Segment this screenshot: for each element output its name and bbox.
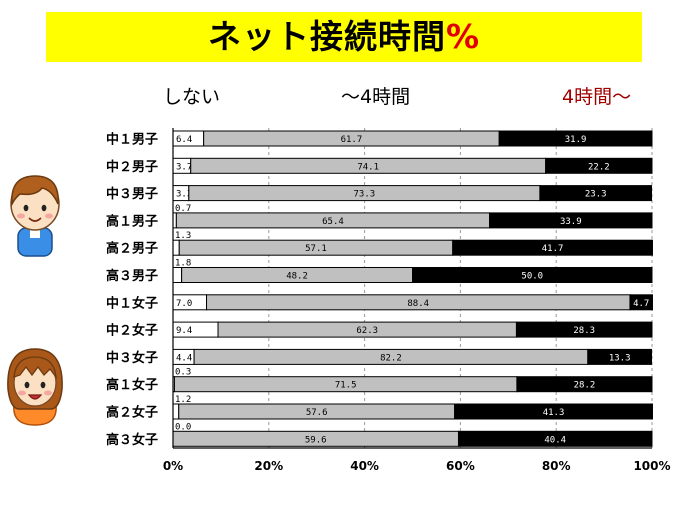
category-label: 中３男子	[106, 186, 158, 202]
x-tick-label: 80%	[542, 459, 571, 473]
bar-segment	[172, 403, 180, 420]
bar-segment	[629, 294, 653, 311]
category-label: 高３女子	[106, 432, 158, 448]
x-tick-label: 60%	[446, 459, 475, 473]
bar-segment	[489, 212, 653, 229]
category-label: 高１男子	[106, 213, 158, 229]
data-label: 1.2	[175, 395, 191, 405]
bar-segment	[457, 430, 653, 447]
data-label: 62.3	[356, 326, 378, 336]
bar-segment	[516, 376, 653, 393]
category-label: 高２男子	[106, 241, 158, 257]
data-label: 48.2	[286, 272, 308, 282]
girl-face-icon	[7, 348, 63, 426]
x-tick-label: 40%	[350, 459, 379, 473]
category-label: 中２男子	[106, 159, 158, 175]
data-label: 0.0	[175, 422, 191, 432]
category-label: 高２女子	[106, 405, 158, 421]
data-label: 31.9	[565, 135, 587, 145]
data-label: 28.2	[574, 381, 596, 391]
category-label: 中１男子	[106, 132, 158, 148]
title-band: ネット接続時間%	[46, 12, 642, 62]
x-tick-label: 100%	[633, 459, 670, 473]
category-label: 高１女子	[106, 377, 158, 393]
data-label: 41.7	[542, 244, 564, 254]
data-label: 82.2	[380, 353, 402, 363]
category-label: 中２女子	[106, 323, 158, 339]
data-label: 28.3	[573, 326, 595, 336]
legend-over-4h: 4時間〜	[562, 86, 632, 108]
bar-segment	[587, 348, 653, 365]
data-label: 1.8	[175, 259, 191, 269]
data-label: 74.1	[357, 162, 379, 172]
chart-title: ネット接続時間%	[46, 12, 642, 62]
data-label: 41.3	[543, 408, 565, 418]
data-label: 0.3	[175, 368, 191, 378]
data-label: 0.7	[175, 204, 191, 214]
bar-segment	[515, 321, 653, 338]
bar-segment	[498, 130, 653, 147]
chart-title-percent: %	[445, 17, 481, 56]
data-label: 57.6	[306, 408, 328, 418]
data-label: 3.7	[176, 162, 192, 172]
data-label: 33.9	[560, 217, 582, 227]
x-tick-label: 0%	[163, 459, 183, 473]
bar-segment	[172, 239, 180, 256]
data-label: 1.3	[175, 231, 191, 241]
data-label: 73.3	[354, 190, 376, 200]
bar-segment	[172, 267, 183, 283]
boy-face-icon	[10, 175, 60, 257]
bar-segment	[454, 403, 653, 420]
data-label: 40.4	[544, 435, 566, 445]
data-label: 65.4	[322, 217, 344, 227]
data-label: 4.7	[633, 299, 649, 309]
data-label: 71.5	[335, 381, 357, 391]
data-label: 3.3	[176, 190, 192, 200]
data-label: 57.1	[305, 244, 327, 254]
data-label: 13.3	[609, 353, 631, 363]
data-label: 4.4	[176, 353, 192, 363]
data-label: 23.3	[585, 190, 607, 200]
x-tick-label: 20%	[254, 459, 283, 473]
bar-segment	[412, 267, 653, 283]
data-label: 59.6	[305, 435, 327, 445]
bar-segment	[545, 157, 653, 174]
data-label: 61.7	[341, 135, 363, 145]
legend-under-4h: 〜4時間	[341, 86, 411, 108]
data-label: 88.4	[407, 299, 429, 309]
data-label: 7.0	[176, 299, 192, 309]
category-label: 中１女子	[106, 295, 158, 311]
category-label: 中３女子	[106, 350, 158, 366]
data-label: 6.4	[176, 135, 192, 145]
bar-segment	[539, 185, 653, 202]
legend-none: しない	[163, 86, 221, 108]
bar-segment	[452, 239, 653, 256]
category-label: 高３男子	[106, 268, 158, 284]
data-label: 9.4	[176, 326, 192, 336]
data-label: 50.0	[521, 272, 543, 282]
data-label: 22.2	[588, 162, 610, 172]
chart-title-text: ネット接続時間	[207, 17, 446, 56]
